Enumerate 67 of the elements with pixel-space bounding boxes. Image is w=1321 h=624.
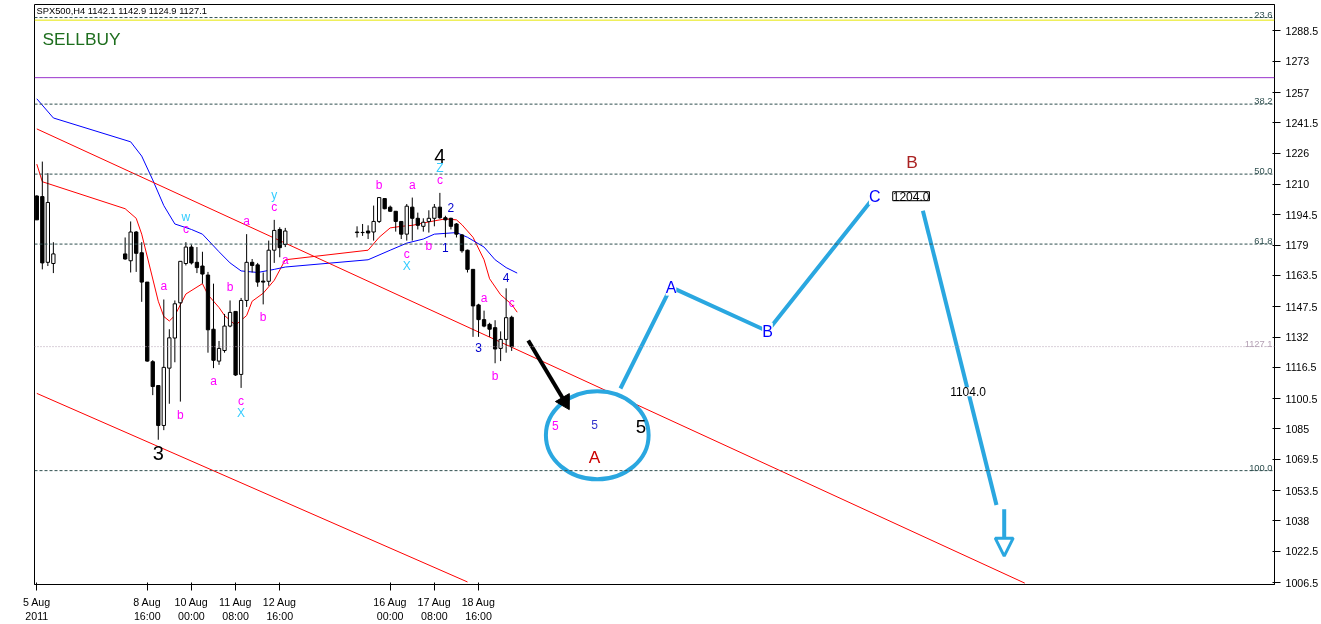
annotation: c (436, 172, 443, 187)
ref-line-label: 61.8 (1254, 236, 1273, 247)
y-tick-label: 1006.5 (1285, 576, 1319, 589)
annotation: a (243, 214, 251, 229)
x-tick-label: 16 Aug 00:00 (373, 595, 407, 622)
ref-line-label: 23.6 (1254, 9, 1273, 20)
ref-line-label: 1127.1 (1244, 338, 1273, 349)
annotation: B (906, 151, 918, 172)
annotation: X (402, 258, 411, 273)
annotation: 5 (591, 418, 599, 433)
annotation: b (177, 407, 185, 422)
annotation: 5 (635, 416, 647, 438)
ref-line-label: 38.2 (1254, 96, 1273, 107)
y-tick-label: 1257 (1285, 86, 1310, 99)
annotation: b (491, 369, 499, 384)
x-tick-label: 8 Aug 16:00 (133, 595, 161, 622)
annotation: b (375, 177, 383, 192)
y-tick-label: 1069.5 (1285, 453, 1319, 466)
x-tick-label: 17 Aug 08:00 (417, 595, 451, 622)
annotation: 3 (152, 441, 164, 464)
annotation: X (237, 405, 246, 420)
y-tick-label: 1085 (1285, 422, 1310, 435)
y-tick-label: 1288.5 (1285, 24, 1319, 37)
y-tick-label: 1053.5 (1285, 484, 1319, 497)
annotation: A (588, 447, 601, 468)
y-tick-label: 1163.5 (1285, 269, 1318, 282)
annotation: A (665, 278, 677, 296)
annotation: a (480, 290, 488, 305)
y-tick-label: 1179 (1285, 239, 1309, 252)
y-tick-label: 1273 (1285, 55, 1310, 68)
annotation: 4 (502, 271, 510, 286)
annotation: B (762, 322, 773, 340)
annotation: c (403, 246, 410, 261)
y-tick-label: 1147.5 (1285, 300, 1318, 313)
annotation: 1204.0 (892, 189, 930, 204)
x-tick-label: 5 Aug 2011 (22, 595, 51, 622)
y-tick-label: 1210 (1285, 178, 1310, 191)
chart-title: SPX500,H4 1142.1 1142.9 1124.9 1127.1 (36, 5, 207, 16)
annotation: 1104.0 (950, 385, 987, 400)
annotation: w (180, 210, 191, 225)
annotation: 1 (442, 241, 450, 256)
annotation: 3 (475, 340, 483, 355)
annotation: b (259, 310, 267, 325)
annotation: b (425, 238, 433, 253)
x-tick-label: 12 Aug 16:00 (262, 595, 297, 622)
annotation: C (868, 187, 881, 205)
ref-line-label: 100.0 (1249, 462, 1273, 473)
y-tick-label: 1226 (1285, 147, 1310, 160)
annotation: c (238, 393, 245, 408)
y-tick-label: 1022.5 (1285, 545, 1319, 558)
text: SELLBUY (42, 28, 121, 49)
annotation: b (226, 280, 234, 295)
annotation: 2 (447, 200, 455, 215)
y-tick-label: 1194.5 (1285, 208, 1318, 221)
y-tick-label: 1038 (1285, 514, 1310, 527)
x-tick-label: 11 Aug 08:00 (219, 595, 252, 622)
annotation: 5 (551, 419, 559, 434)
y-tick-label: 1132 (1285, 331, 1309, 344)
annotation: a (210, 374, 218, 389)
y-tick-label: 1116.5 (1285, 361, 1317, 374)
x-tick-label: 10 Aug 00:00 (174, 595, 208, 622)
annotation: a (408, 177, 416, 192)
y-tick-label: 1241.5 (1285, 116, 1319, 129)
y-tick-label: 1100.5 (1285, 392, 1318, 405)
x-tick-label: 18 Aug 16:00 (461, 595, 495, 622)
ref-line-label: 50.0 (1254, 166, 1273, 177)
annotation: a (160, 279, 168, 294)
